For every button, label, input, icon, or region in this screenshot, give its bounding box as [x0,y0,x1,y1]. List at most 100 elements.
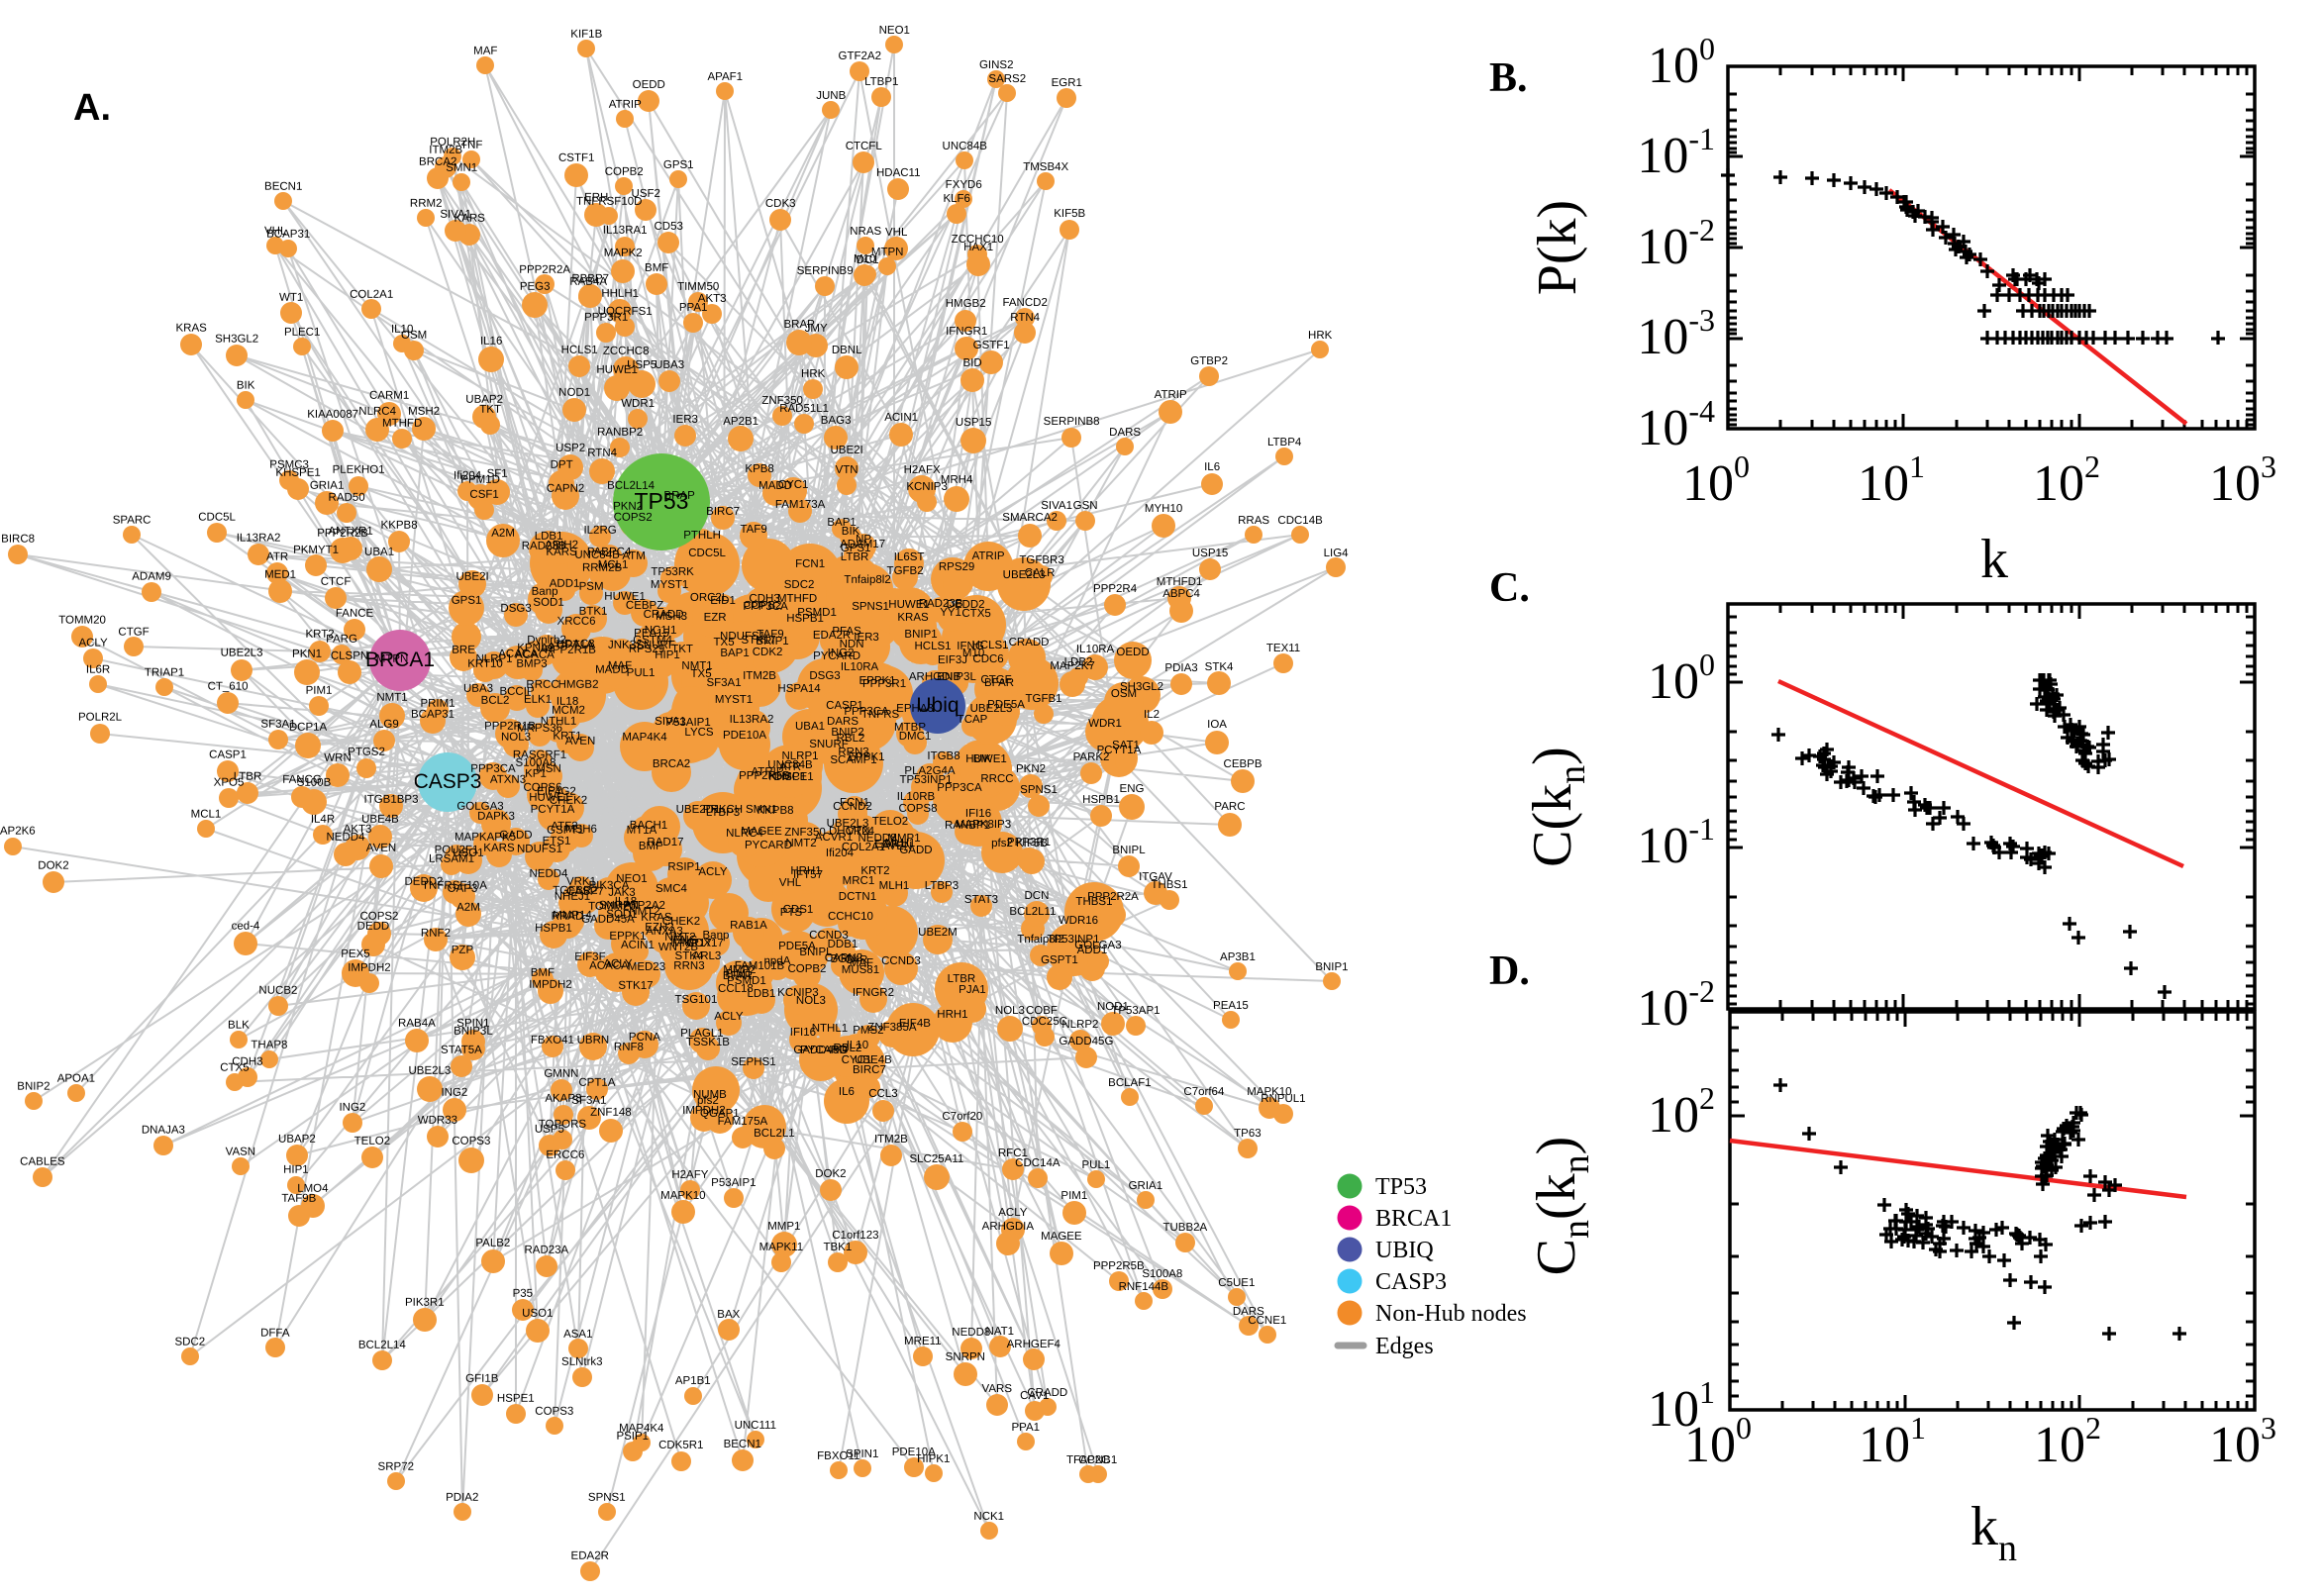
svg-text:CHEK2: CHEK2 [662,916,700,928]
svg-text:BNIP1: BNIP1 [1315,961,1348,973]
svg-text:IL6: IL6 [839,1086,855,1098]
svg-text:PIK3CA: PIK3CA [589,880,630,892]
svg-text:BNIP1: BNIP1 [904,629,937,641]
svg-text:DOK2: DOK2 [38,860,68,872]
svg-text:IL6ST: IL6ST [894,551,925,563]
svg-text:CCL3: CCL3 [868,1088,897,1100]
svg-text:SDC2: SDC2 [784,579,815,591]
svg-text:CDK2: CDK2 [753,647,783,658]
svg-text:SMN1: SMN1 [446,162,477,174]
svg-text:QGAP1: QGAP1 [700,1108,740,1120]
svg-text:PEX5: PEX5 [341,948,369,960]
svg-text:ADAM9: ADAM9 [132,571,171,583]
svg-text:BIK: BIK [842,526,860,538]
svg-text:ATRIP: ATRIP [609,99,642,111]
svg-text:RAD23B: RAD23B [522,541,566,552]
svg-text:IL4R: IL4R [311,814,335,826]
svg-text:TKT: TKT [479,404,501,416]
svg-text:MTPN: MTPN [871,247,904,258]
svg-text:NDUFS1: NDUFS1 [720,631,765,643]
svg-text:SRP72: SRP72 [378,1461,414,1473]
svg-text:FXYD6: FXYD6 [946,179,982,191]
svg-text:PLA2G4A: PLA2G4A [904,765,955,777]
svg-text:MAF: MAF [473,46,497,57]
svg-text:GMNN: GMNN [544,1068,578,1080]
svg-text:EIF3F: EIF3F [574,951,605,963]
svg-text:COBF: COBF [1026,1005,1058,1017]
svg-text:100: 100 [1682,449,1750,512]
svg-text:MAPK10: MAPK10 [660,1190,705,1202]
svg-text:CDC5L: CDC5L [198,512,236,524]
svg-text:ZNF350: ZNF350 [761,395,803,407]
svg-text:GTBP2: GTBP2 [1190,355,1228,367]
svg-text:DSG3: DSG3 [809,670,840,682]
svg-text:C5UE1: C5UE1 [1218,1277,1255,1289]
svg-text:POLR2H: POLR2H [430,137,475,149]
svg-text:HDAC8: HDAC8 [556,639,595,650]
svg-text:UBE2M: UBE2M [918,927,958,939]
svg-text:COPS2: COPS2 [359,911,398,923]
svg-text:PIK3R1: PIK3R1 [405,1297,445,1309]
svg-text:BNIP2: BNIP2 [831,727,863,739]
svg-text:IL13RA1: IL13RA1 [603,225,648,237]
svg-text:MMP1: MMP1 [767,1221,800,1233]
svg-text:CTGF: CTGF [118,627,149,639]
svg-text:RRCC: RRCC [526,679,558,691]
svg-text:ATRIP: ATRIP [972,550,1005,562]
svg-text:PYCARD: PYCARD [813,650,860,662]
svg-text:SCAMP1: SCAMP1 [830,754,876,766]
svg-text:NMT2: NMT2 [664,932,695,944]
svg-text:XPO5: XPO5 [214,777,245,789]
svg-text:MAP4K4: MAP4K4 [619,1423,664,1435]
svg-text:FBXO41: FBXO41 [531,1035,574,1047]
svg-text:S100A8: S100A8 [1142,1268,1182,1280]
svg-text:BCAP31: BCAP31 [266,229,310,241]
svg-text:PIM1: PIM1 [1060,1190,1087,1202]
svg-text:Dynlrb2: Dynlrb2 [527,635,566,647]
svg-text:IMPDH2: IMPDH2 [348,962,390,974]
svg-text:BMF: BMF [639,841,662,852]
svg-text:HMGB2: HMGB2 [946,298,986,310]
svg-text:NDN: NDN [840,639,864,650]
svg-text:PDE10A: PDE10A [723,730,766,742]
svg-text:ARIH2: ARIH2 [545,540,578,551]
svg-text:NDUFS1: NDUFS1 [517,844,562,855]
svg-text:IL2: IL2 [1144,709,1160,721]
svg-text:BNIP3L: BNIP3L [937,671,976,683]
svg-text:CASP3: CASP3 [1375,1269,1447,1295]
svg-text:TELO2: TELO2 [872,816,908,828]
svg-text:LDB2: LDB2 [1064,656,1093,668]
svg-text:BNIPL: BNIPL [1112,845,1146,856]
svg-text:PTHLH: PTHLH [683,530,721,542]
svg-text:CDS1: CDS1 [783,904,814,916]
svg-text:MTHFD1: MTHFD1 [1157,576,1203,588]
svg-text:BIRC7: BIRC7 [706,506,740,518]
svg-text:TX5: TX5 [714,637,735,648]
svg-text:AP2B1: AP2B1 [723,416,758,428]
svg-text:MRE11: MRE11 [904,1336,942,1347]
svg-text:ALG9: ALG9 [369,719,398,731]
svg-text:P53AIP1: P53AIP1 [711,1177,756,1189]
svg-text:PYCARD: PYCARD [745,840,792,851]
svg-text:101: 101 [1858,449,1925,512]
svg-text:ZCCHC8: ZCCHC8 [603,346,650,357]
svg-text:DOK2: DOK2 [815,1168,846,1180]
svg-text:BECN1: BECN1 [264,181,302,193]
svg-text:ATM: ATM [622,550,645,562]
svg-text:NEO1: NEO1 [616,873,647,885]
svg-text:10-3: 10-3 [1637,302,1715,365]
svg-text:10-2: 10-2 [1637,212,1715,275]
svg-text:CRADD: CRADD [1009,637,1050,648]
svg-text:IL10RA: IL10RA [841,661,879,673]
svg-text:CASP1: CASP1 [209,749,247,761]
svg-text:THBS1: THBS1 [1075,896,1112,908]
svg-text:TBK1: TBK1 [823,1242,852,1253]
svg-text:KIF5B: KIF5B [1054,208,1085,220]
svg-text:USP5: USP5 [535,1124,564,1136]
svg-text:IFNGR1: IFNGR1 [946,326,987,338]
svg-text:FAM175A: FAM175A [718,1116,768,1128]
svg-text:PCYT1A: PCYT1A [531,804,575,816]
svg-text:COPB2: COPB2 [787,963,826,975]
svg-text:COX17: COX17 [686,938,724,949]
svg-text:TIMM50: TIMM50 [677,281,719,293]
